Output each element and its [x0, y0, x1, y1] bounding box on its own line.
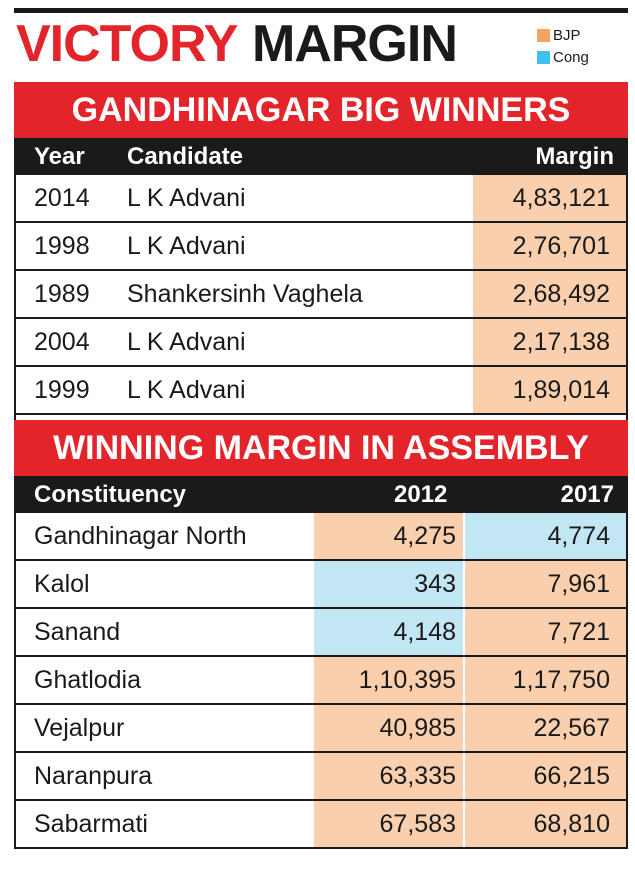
margin-cell-fill [473, 367, 628, 413]
constituency-cell: Kalol [34, 570, 90, 598]
table-row: 1998 L K Advani 2,76,701 [14, 223, 628, 271]
value-2017-cell: 22,567 [533, 714, 610, 742]
table-row: Sanand 4,148 7,721 [14, 609, 628, 657]
value-2012-cell: 343 [414, 570, 456, 598]
constituency-cell: Sanand [34, 618, 121, 646]
col-header-year: Year [34, 143, 85, 170]
value-2017-cell: 66,215 [533, 762, 610, 790]
cell-2017-fill [465, 657, 628, 703]
col-header-margin: Margin [535, 143, 614, 170]
value-2017-cell: 68,810 [533, 810, 610, 838]
year-cell: 2014 [34, 184, 90, 212]
cell-2017-fill [465, 753, 628, 799]
year-cell: 1999 [34, 376, 90, 404]
cell-2012-fill [314, 753, 463, 799]
title-part-2: MARGIN [252, 15, 458, 73]
value-2012-cell: 63,335 [379, 762, 456, 790]
candidate-cell: L K Advani [127, 184, 246, 212]
cell-2017-fill [465, 561, 628, 607]
table1-left-rule [14, 175, 16, 420]
cell-2012-fill [314, 705, 463, 751]
header: VICTORY MARGIN BJP Cong [14, 14, 628, 84]
table2-right-rule [626, 513, 628, 849]
cell-2017-fill [465, 801, 628, 847]
top-rule [14, 8, 628, 13]
table-row: Gandhinagar North 4,275 4,774 [14, 513, 628, 561]
constituency-cell: Sabarmati [34, 810, 148, 838]
table1-body: 2014 L K Advani 4,83,121 1998 L K Advani 2,76… [14, 175, 628, 415]
table1-right-rule [626, 175, 628, 420]
banner-assembly-margin: WINNING MARGIN IN ASSEMBLY [14, 420, 628, 476]
legend-label-bjp: BJP [553, 26, 581, 44]
legend-swatch-cong [537, 50, 550, 64]
table-row: Naranpura 63,335 66,215 [14, 753, 628, 801]
value-2012-cell: 40,985 [379, 714, 456, 742]
value-2012-cell: 1,10,395 [358, 666, 456, 694]
cell-2017-fill [465, 609, 628, 655]
constituency-cell: Vejalpur [34, 714, 125, 742]
candidate-cell: L K Advani [127, 328, 246, 356]
cell-2012-fill [314, 801, 463, 847]
col-header-constituency: Constituency [34, 481, 187, 508]
value-2017-cell: 7,961 [547, 570, 610, 598]
margin-cell: 2,76,701 [512, 232, 610, 260]
table-row: Ghatlodia 1,10,395 1,17,750 [14, 657, 628, 705]
value-2017-cell: 4,774 [547, 522, 610, 550]
table-row: 2004 L K Advani 2,17,138 [14, 319, 628, 367]
infographic: VICTORY MARGIN BJP Cong GANDHINAGAR BIG … [14, 8, 628, 858]
table1-header: Year Candidate Margin [14, 138, 628, 175]
constituency-cell: Gandhinagar North [34, 522, 247, 550]
year-cell: 1989 [34, 280, 90, 308]
cell-2012-fill [314, 513, 463, 559]
table2-header: Constituency 2012 2017 [14, 476, 628, 513]
legend: BJP Cong [537, 24, 589, 68]
table-row: 1989 Shankersinh Vaghela 2,68,492 [14, 271, 628, 319]
year-cell: 2004 [34, 328, 90, 356]
table-row: Sabarmati 67,583 68,810 [14, 801, 628, 849]
cell-2012-fill [314, 561, 463, 607]
col-header-2017: 2017 [560, 481, 614, 508]
candidate-cell: Shankersinh Vaghela [127, 280, 363, 308]
constituency-cell: Naranpura [34, 762, 153, 790]
year-cell: 1998 [34, 232, 90, 260]
legend-item-cong: Cong [537, 46, 589, 68]
table-row: Vejalpur 40,985 22,567 [14, 705, 628, 753]
cell-2017-fill [465, 705, 628, 751]
margin-cell-fill [473, 175, 628, 221]
margin-cell-fill [473, 271, 628, 317]
title-part-1: VICTORY [16, 15, 238, 73]
cell-2012-fill [314, 657, 463, 703]
table-row: 2014 L K Advani 4,83,121 [14, 175, 628, 223]
col-header-2012: 2012 [394, 481, 448, 508]
col-header-candidate: Candidate [127, 143, 244, 170]
margin-cell: 2,68,492 [512, 280, 610, 308]
table-row: Kalol 343 7,961 [14, 561, 628, 609]
value-2012-cell: 4,148 [393, 618, 456, 646]
legend-swatch-bjp [537, 28, 550, 42]
value-2017-cell: 7,721 [547, 618, 610, 646]
cell-2012-fill [314, 609, 463, 655]
value-2012-cell: 67,583 [379, 810, 456, 838]
table2-body: Gandhinagar North 4,275 4,774 Kalol 343 7,961… [14, 513, 628, 849]
table2-left-rule [14, 513, 16, 849]
candidate-cell: L K Advani [127, 232, 246, 260]
cell-2017-fill [465, 513, 628, 559]
banner-big-winners: GANDHINAGAR BIG WINNERS [14, 82, 628, 138]
legend-item-bjp: BJP [537, 24, 589, 46]
value-2017-cell: 1,17,750 [512, 666, 610, 694]
value-2012-cell: 4,275 [393, 522, 456, 550]
margin-cell-fill [473, 223, 628, 269]
margin-cell: 2,17,138 [512, 328, 610, 356]
constituency-cell: Ghatlodia [34, 666, 142, 694]
margin-cell: 4,83,121 [512, 184, 610, 212]
margin-cell-fill [473, 319, 628, 365]
candidate-cell: L K Advani [127, 376, 246, 404]
margin-cell: 1,89,014 [512, 376, 610, 404]
table-row: 1999 L K Advani 1,89,014 [14, 367, 628, 415]
legend-label-cong: Cong [553, 48, 589, 66]
